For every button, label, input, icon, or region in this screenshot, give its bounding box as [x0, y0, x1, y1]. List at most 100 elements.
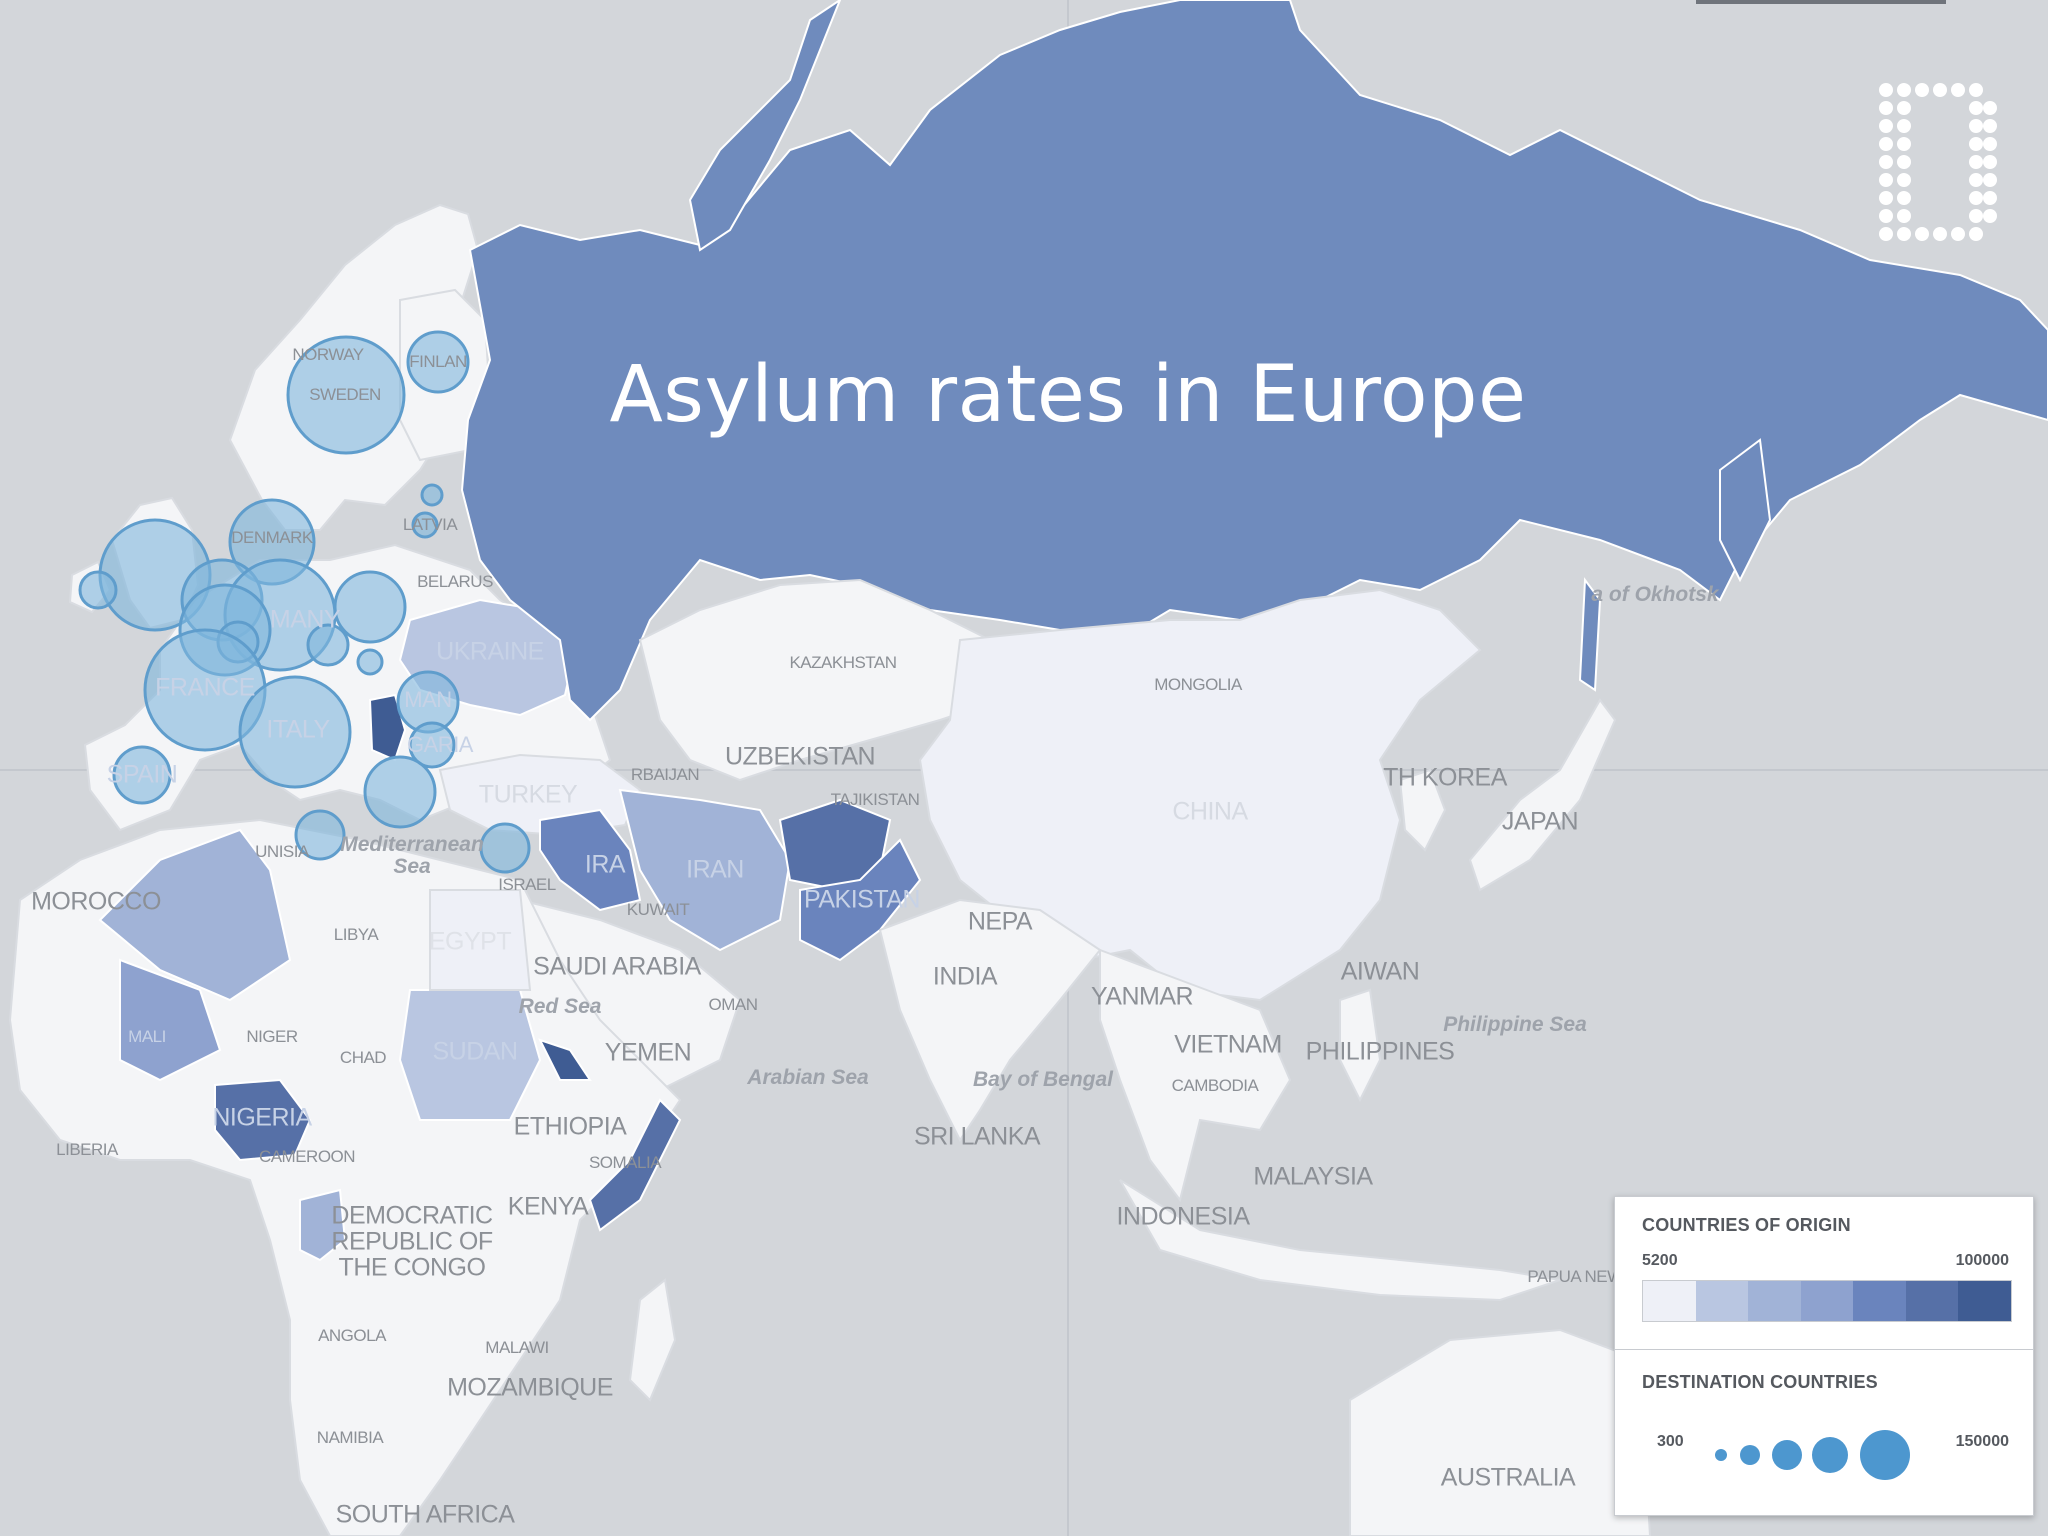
- drc-country: [299, 1188, 347, 1262]
- label-australia: AUSTRALIA: [1440, 1463, 1576, 1492]
- bubble-cyprus[interactable]: [479, 822, 531, 874]
- logo-dot: [1879, 119, 1893, 133]
- label-morocco: MOROCCO: [31, 887, 161, 916]
- water-mediterranean-1: Mediterranean: [340, 833, 484, 856]
- bubble-sweden[interactable]: [286, 335, 406, 455]
- label-ethiopia: ETHIOPIA: [513, 1112, 627, 1141]
- bubble-austria[interactable]: [306, 623, 350, 667]
- label-france: FRANCE: [155, 673, 255, 702]
- ramp-swatch-4: [1800, 1281, 1854, 1321]
- label-cameroon: CAMEROON: [258, 1147, 356, 1166]
- label-taiwan: AIWAN: [1340, 957, 1420, 986]
- bubble-latvia[interactable]: [411, 511, 439, 539]
- ramp-swatch-1: [1643, 1281, 1696, 1321]
- sakhalin: [1578, 577, 1602, 692]
- iran-country: [618, 788, 792, 952]
- label-china: CHINA: [1172, 797, 1248, 826]
- bubble-poland[interactable]: [333, 570, 407, 644]
- bubble-italy[interactable]: [238, 675, 352, 789]
- indonesia-land: [1119, 1179, 1561, 1302]
- label-drc-3: THE CONGO: [338, 1253, 486, 1282]
- label-denmark: DENMARK: [231, 528, 313, 547]
- logo-dot: [1983, 209, 1997, 223]
- label-somalia: SOMALIA: [588, 1153, 662, 1172]
- destination-max: 150000: [1955, 1433, 2009, 1450]
- ramp-swatch-5: [1853, 1281, 1906, 1321]
- logo-dot: [1983, 119, 1997, 133]
- label-italy: ITALY: [266, 715, 330, 744]
- ramp-swatch-2: [1695, 1281, 1749, 1321]
- egypt-country: [429, 889, 532, 991]
- label-pakistan: PAKISTAN: [804, 885, 920, 914]
- label-kazakhstan: KAZAKHSTAN: [789, 653, 897, 672]
- label-myanmar: YANMAR: [1090, 982, 1194, 1011]
- label-latvia: LATVIA: [402, 515, 458, 534]
- logo-dot: [1897, 191, 1911, 205]
- label-tajikistan: TAJIKISTAN: [830, 790, 920, 809]
- logo-dot: [1951, 83, 1965, 97]
- origin-heading: COUNTRIES OF ORIGIN: [1642, 1215, 1851, 1235]
- china-mongolia: [918, 588, 1482, 1002]
- logo-dot: [1915, 83, 1929, 97]
- bubble-bulgaria[interactable]: [408, 721, 456, 769]
- eritrea-country: [538, 1038, 592, 1081]
- bubble-estonia[interactable]: [420, 483, 444, 507]
- bubble-finland[interactable]: [406, 330, 470, 394]
- logo-dot: [1983, 173, 1997, 187]
- logo-dot: [1969, 173, 1983, 187]
- label-saudi-arabia: SAUDI ARABIA: [533, 952, 701, 981]
- label-niger: NIGER: [246, 1027, 298, 1046]
- label-belarus: BELARUS: [417, 572, 493, 591]
- map-legend: COUNTRIES OF ORIGIN 5200 100000 DESTINAT…: [1614, 1196, 2034, 1516]
- india-land: [878, 898, 1102, 1142]
- origin-color-ramp: [1642, 1280, 2012, 1322]
- label-libya: LIBYA: [333, 925, 379, 944]
- ramp-swatch-3: [1748, 1281, 1801, 1321]
- mali-country: [119, 958, 222, 1082]
- russia-country: [460, 0, 2048, 722]
- label-liberia: LIBERIA: [56, 1140, 118, 1159]
- origin-min: 5200: [1642, 1252, 1678, 1269]
- logo-dot: [1933, 83, 1947, 97]
- water-mediterranean-2: Sea: [393, 855, 431, 878]
- bubble-spain[interactable]: [112, 745, 172, 805]
- size-bubble-2: [1740, 1445, 1760, 1465]
- bubble-greece[interactable]: [363, 755, 437, 829]
- logo-dot: [1879, 209, 1893, 223]
- logo-dot: [1897, 227, 1911, 241]
- logo-dot: [1969, 119, 1983, 133]
- logo-dot: [1879, 227, 1893, 241]
- logo-dot: [1897, 83, 1911, 97]
- water-arabian-sea: Arabian Sea: [747, 1066, 869, 1089]
- label-kenya: KENYA: [507, 1192, 589, 1221]
- size-bubble-5: [1860, 1430, 1910, 1480]
- algeria-country: [98, 828, 292, 1002]
- label-angola: ANGOLA: [318, 1326, 386, 1345]
- destination-min: 300: [1657, 1433, 1684, 1450]
- water-red-sea: Red Sea: [518, 995, 602, 1018]
- label-ukraine: UKRAINE: [436, 637, 544, 666]
- logo-dot: [1983, 101, 1997, 115]
- ramp-swatch-7: [1958, 1281, 2012, 1321]
- destination-bubbles: [78, 330, 531, 874]
- madagascar-land: [628, 1278, 677, 1402]
- water-philippine-sea: Philippine Sea: [1443, 1013, 1587, 1036]
- logo-dot: [1879, 83, 1893, 97]
- logo-dot: [1951, 227, 1965, 241]
- label-mongolia: MONGOLIA: [1154, 675, 1242, 694]
- bubble-ireland[interactable]: [78, 570, 118, 610]
- logo-dot: [1969, 101, 1983, 115]
- label-papua: PAPUA NEW: [1527, 1267, 1623, 1286]
- label-malawi: MALAWI: [485, 1338, 549, 1357]
- bubble-hungary[interactable]: [356, 648, 384, 676]
- size-bubble-4: [1812, 1437, 1848, 1473]
- logo-dot: [1915, 227, 1929, 241]
- destination-size-scale: [1715, 1430, 1910, 1480]
- logo-dot: [1983, 137, 1997, 151]
- logo-dot: [1969, 83, 1983, 97]
- top-bar: [1696, 0, 1946, 4]
- label-turkey: TURKEY: [478, 780, 578, 809]
- label-oman: OMAN: [708, 995, 759, 1014]
- bubble-malta[interactable]: [294, 809, 346, 861]
